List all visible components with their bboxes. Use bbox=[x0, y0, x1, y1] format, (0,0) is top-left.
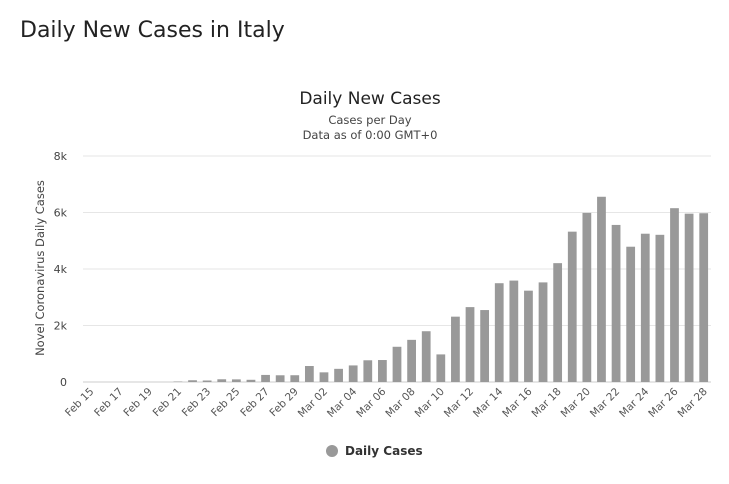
x-tick-label: Mar 10 bbox=[413, 386, 447, 420]
x-tick-label: Mar 24 bbox=[617, 385, 652, 420]
bar[interactable] bbox=[494, 283, 504, 382]
bar[interactable] bbox=[582, 212, 592, 382]
x-tick-label: Feb 17 bbox=[92, 386, 125, 419]
bar[interactable] bbox=[684, 213, 694, 382]
y-tick-label: 6k bbox=[54, 207, 68, 220]
x-tick-label: Mar 06 bbox=[354, 385, 389, 420]
y-tick-label: 0 bbox=[60, 376, 67, 389]
bar[interactable] bbox=[597, 196, 606, 382]
chart-title: Daily New Cases bbox=[299, 89, 441, 109]
bar[interactable] bbox=[699, 213, 709, 382]
bar[interactable] bbox=[538, 282, 548, 382]
y-axis-ticks: 0 2k 4k 6k 8k bbox=[54, 150, 68, 389]
x-tick-label: Mar 08 bbox=[383, 386, 417, 420]
y-axis-label: Novel Coronavirus Daily Cases bbox=[33, 180, 47, 356]
legend-marker bbox=[326, 445, 338, 457]
bar[interactable] bbox=[261, 374, 270, 382]
bar[interactable] bbox=[188, 380, 197, 382]
bar[interactable] bbox=[378, 360, 387, 382]
bar[interactable] bbox=[626, 246, 636, 382]
bar[interactable] bbox=[275, 375, 285, 382]
x-tick-label: Mar 20 bbox=[559, 386, 593, 420]
x-tick-label: Mar 12 bbox=[442, 386, 476, 420]
bar[interactable] bbox=[524, 290, 533, 382]
bar[interactable] bbox=[655, 234, 665, 382]
bar[interactable] bbox=[348, 365, 358, 382]
chart-subtitle-line-1: Cases per Day bbox=[328, 113, 411, 127]
x-tick-label: Feb 23 bbox=[180, 386, 213, 419]
bar[interactable] bbox=[465, 307, 475, 382]
bar[interactable] bbox=[567, 231, 577, 382]
bar[interactable] bbox=[553, 263, 563, 382]
bar[interactable] bbox=[670, 208, 679, 382]
bar[interactable] bbox=[246, 379, 256, 382]
bars bbox=[173, 196, 709, 382]
x-tick-label: Mar 18 bbox=[529, 386, 563, 420]
bar[interactable] bbox=[407, 339, 416, 382]
gridlines bbox=[83, 155, 711, 383]
x-tick-label: Mar 02 bbox=[296, 386, 330, 420]
x-tick-label: Feb 25 bbox=[209, 386, 242, 419]
x-tick-label: Mar 26 bbox=[646, 385, 681, 420]
legend-label: Daily Cases bbox=[345, 444, 423, 458]
x-tick-label: Feb 15 bbox=[63, 386, 96, 419]
x-tick-label: Feb 27 bbox=[238, 386, 271, 419]
chart-subtitle-line-2: Data as of 0:00 GMT+0 bbox=[303, 128, 438, 142]
bar[interactable] bbox=[319, 372, 329, 382]
bar[interactable] bbox=[202, 380, 212, 382]
x-tick-label: Mar 04 bbox=[325, 385, 360, 420]
x-tick-label: Feb 29 bbox=[267, 386, 300, 419]
x-tick-label: Feb 19 bbox=[121, 386, 154, 419]
x-tick-label: Feb 21 bbox=[151, 386, 184, 419]
bar[interactable] bbox=[640, 233, 650, 382]
x-tick-label: Mar 16 bbox=[500, 385, 535, 420]
bar[interactable] bbox=[217, 379, 227, 382]
bar[interactable] bbox=[363, 360, 373, 382]
y-tick-label: 4k bbox=[54, 263, 68, 276]
bar[interactable] bbox=[451, 316, 460, 382]
bar[interactable] bbox=[304, 366, 314, 382]
bar[interactable] bbox=[392, 346, 402, 382]
x-tick-label: Mar 28 bbox=[676, 386, 710, 420]
bar[interactable] bbox=[436, 354, 446, 382]
x-tick-label: Mar 22 bbox=[588, 386, 622, 420]
bar[interactable] bbox=[509, 280, 519, 382]
bar[interactable] bbox=[290, 375, 300, 382]
page-title: Daily New Cases in Italy bbox=[20, 18, 285, 43]
legend[interactable]: Daily Cases bbox=[326, 444, 423, 458]
y-tick-label: 8k bbox=[54, 150, 68, 163]
bar[interactable] bbox=[231, 379, 241, 382]
x-tick-label: Mar 14 bbox=[471, 385, 506, 420]
bar[interactable] bbox=[480, 310, 490, 382]
bar[interactable] bbox=[611, 224, 621, 382]
y-tick-label: 2k bbox=[54, 320, 68, 333]
bar[interactable] bbox=[421, 331, 431, 382]
bar[interactable] bbox=[334, 368, 343, 382]
